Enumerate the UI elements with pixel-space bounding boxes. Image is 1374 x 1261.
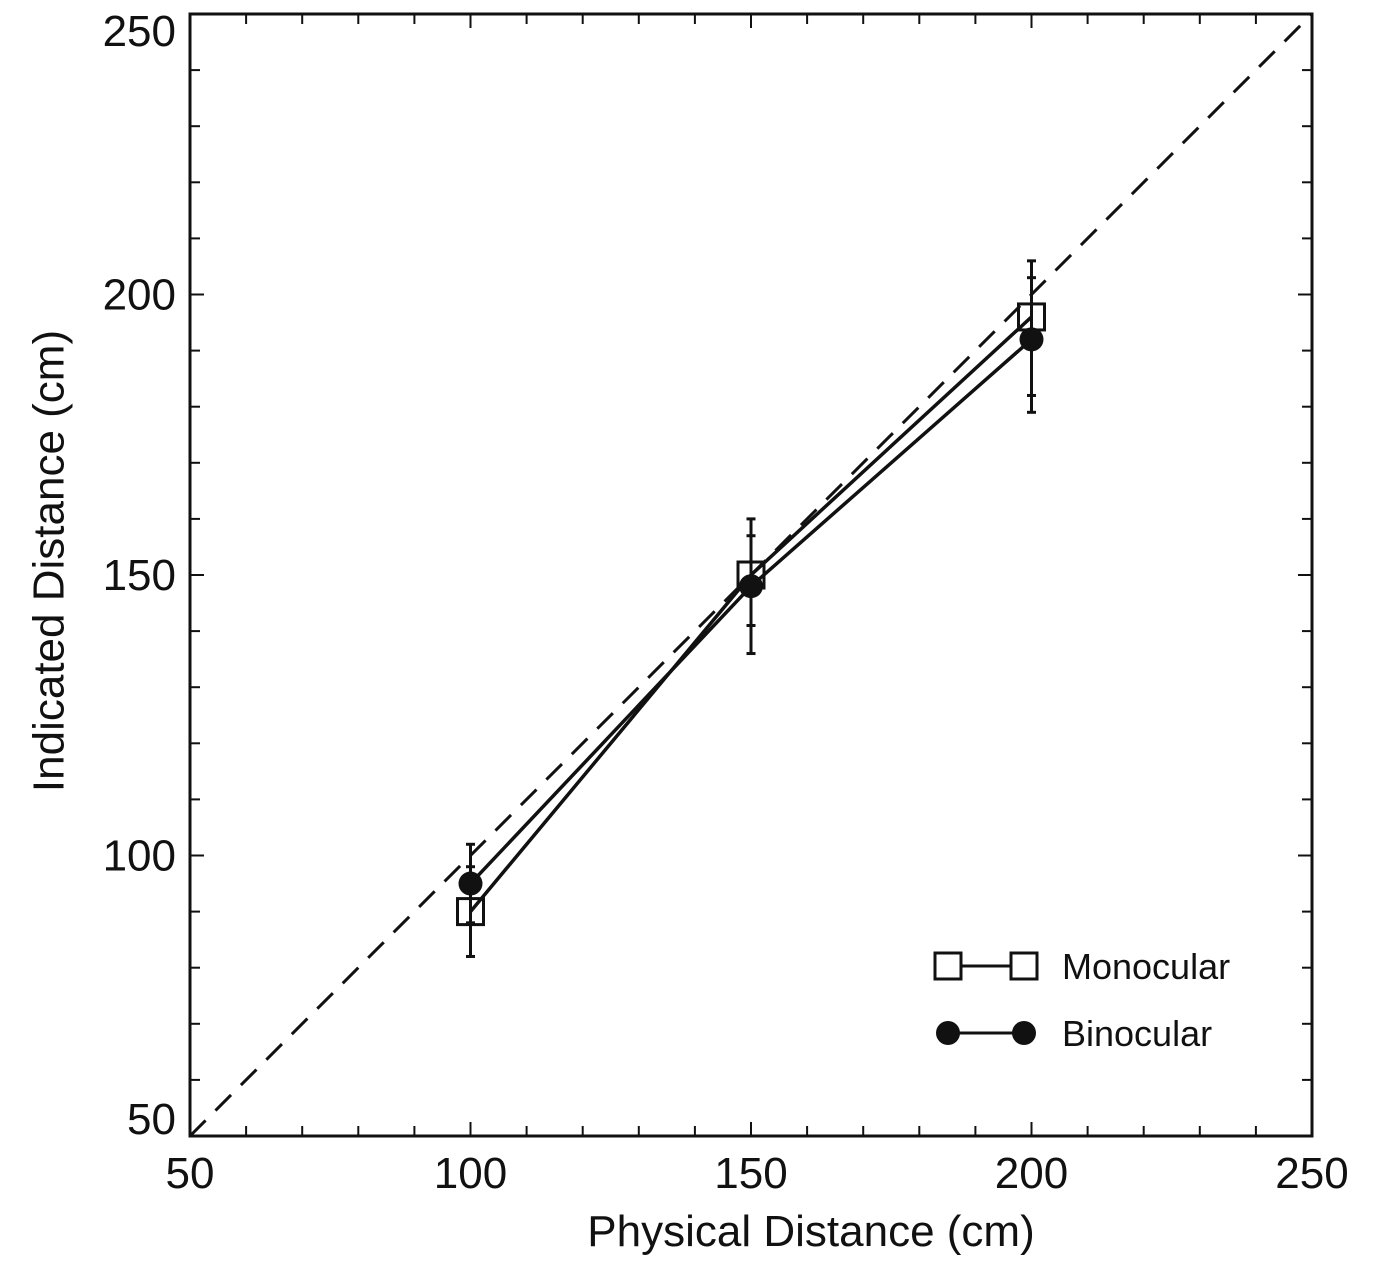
y-tick-label: 200: [103, 271, 176, 320]
legend-item-monocular: [933, 951, 1039, 981]
legend-marker-square: [1009, 951, 1039, 981]
data-point-binocular: [458, 871, 483, 896]
legend-label-monocular: Monocular: [1062, 946, 1230, 987]
y-tick-label: 150: [103, 551, 176, 600]
legend-marker-circle: [1012, 1021, 1036, 1045]
plot-frame: [188, 12, 1314, 1138]
y-tick-label: 100: [103, 832, 176, 881]
data-point-binocular: [1019, 327, 1044, 352]
legend-item-binocular: [936, 1021, 1036, 1045]
y-tick-label: 50: [127, 1095, 176, 1144]
legend-marker-circle: [936, 1021, 960, 1045]
tick-labels: 50 100 150 200 250 50 100 150 200 250: [103, 7, 1349, 1198]
legend-label-binocular: Binocular: [1062, 1013, 1212, 1054]
legend-marker-square: [933, 951, 963, 981]
series-binocular: [458, 276, 1044, 925]
y-axis-label: Indicated Distance (cm): [25, 330, 74, 792]
x-tick-label: 150: [714, 1149, 787, 1198]
series-layer: [456, 259, 1046, 958]
x-tick-label: 250: [1275, 1149, 1348, 1198]
x-axis-label: Physical Distance (cm): [587, 1207, 1034, 1256]
data-point-binocular: [739, 574, 763, 599]
y-tick-label: 250: [103, 7, 176, 56]
x-tick-label: 100: [434, 1149, 507, 1198]
x-tick-label: 50: [166, 1149, 215, 1198]
legend: Monocular Binocular: [933, 946, 1230, 1054]
x-tick-label: 200: [995, 1149, 1068, 1198]
